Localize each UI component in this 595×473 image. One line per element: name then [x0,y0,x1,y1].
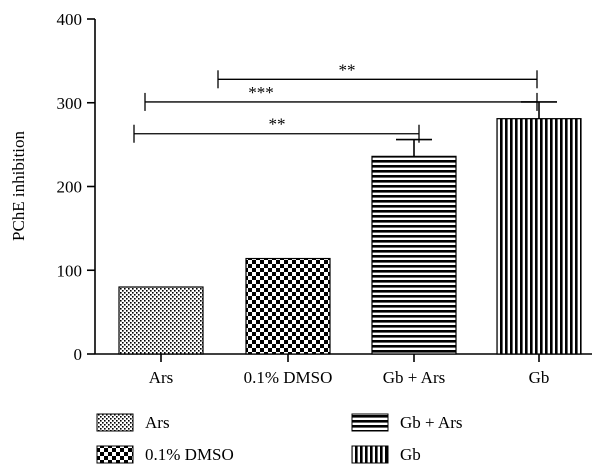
legend-label: 0.1% DMSO [145,445,234,464]
y-tick-label: 300 [57,94,83,113]
legend-label: Ars [145,413,170,432]
bar [245,257,331,355]
x-tick-label: 0.1% DMSO [244,368,333,387]
significance-label: ** [339,60,356,79]
y-tick-label: 200 [57,178,83,197]
legend-swatch [351,445,389,464]
bar [496,118,582,355]
significance-label: ** [269,115,286,134]
y-tick-label: 100 [57,261,83,280]
bar [371,155,457,355]
legend-swatch [96,413,134,432]
legend-label: Gb [400,445,421,464]
x-tick-label: Gb + Ars [383,368,445,387]
y-tick-label: 0 [74,345,83,364]
y-tick-label: 400 [57,10,83,29]
legend: Ars Gb + Ars 0.1% DMSO Gb [96,413,462,464]
bar [118,286,204,355]
legend-swatch [96,445,134,464]
x-tick-label: Ars [149,368,174,387]
significance-label: *** [248,83,274,102]
x-tick-label: Gb [529,368,550,387]
legend-label: Gb + Ars [400,413,462,432]
y-axis-label: PChE inhibition [9,130,28,241]
legend-swatch [351,413,389,432]
